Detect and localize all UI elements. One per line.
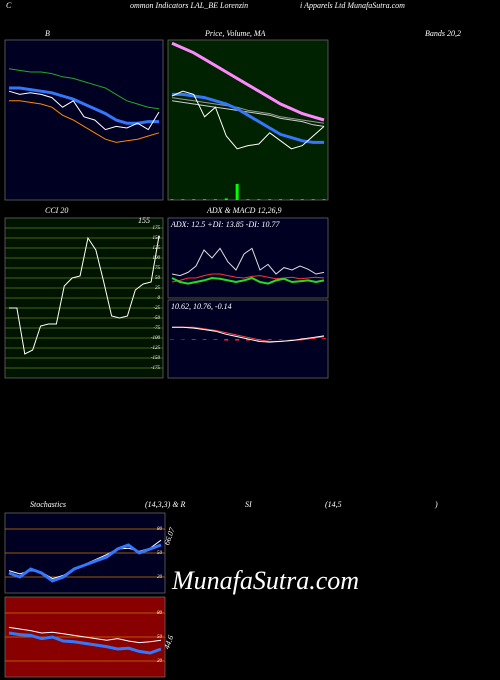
histogram-bar bbox=[180, 339, 185, 340]
volume-bar bbox=[322, 199, 326, 200]
volume-bar bbox=[300, 199, 304, 200]
y-tick-label: 50 bbox=[157, 551, 163, 556]
y-tick-label: 0 bbox=[158, 296, 161, 301]
histogram-bar bbox=[202, 339, 207, 340]
line bbox=[172, 326, 325, 343]
header: C bbox=[6, 1, 12, 10]
annotation: 44.6 bbox=[162, 634, 175, 650]
stoch-label: ) bbox=[434, 500, 438, 509]
y-tick-label: -100 bbox=[151, 336, 161, 341]
y-tick-label: -150 bbox=[151, 356, 161, 361]
line bbox=[8, 90, 160, 131]
line bbox=[171, 100, 325, 127]
volume-bar bbox=[181, 199, 185, 200]
bands-label: Bands 20,2 bbox=[425, 29, 461, 38]
y-tick-label: -25 bbox=[153, 306, 160, 311]
panel bbox=[4, 39, 164, 201]
volume-bar bbox=[203, 199, 207, 200]
volume-bar bbox=[246, 199, 250, 200]
line bbox=[172, 326, 325, 342]
y-tick-label: 75 bbox=[155, 266, 161, 271]
histogram-bar bbox=[289, 339, 294, 340]
volume-bar bbox=[213, 199, 217, 200]
panel-title: ADX & MACD 12,26,9 bbox=[206, 206, 281, 215]
histogram-bar bbox=[213, 339, 218, 340]
y-tick-label: 100 bbox=[153, 256, 161, 261]
volume-bar bbox=[170, 199, 174, 200]
line bbox=[171, 247, 325, 277]
y-tick-label: -125 bbox=[151, 346, 161, 351]
y-tick-label: -175 bbox=[151, 366, 161, 371]
line bbox=[8, 631, 162, 655]
y-tick-label: 20 bbox=[157, 659, 163, 664]
line bbox=[171, 273, 325, 283]
annotation: 155 bbox=[138, 216, 150, 225]
volume-bar bbox=[257, 199, 261, 200]
histogram-bar bbox=[267, 339, 272, 340]
y-tick-label: 50 bbox=[157, 635, 163, 640]
line bbox=[8, 68, 160, 110]
histogram-bar bbox=[170, 339, 174, 340]
stoch-label: Stochastics bbox=[30, 500, 66, 509]
panel-subtitle: 10.62, 10.76, -0.14 bbox=[171, 302, 232, 311]
line bbox=[171, 41, 325, 122]
volume-bar bbox=[192, 199, 196, 200]
volume-bar bbox=[235, 184, 239, 200]
line bbox=[172, 92, 324, 144]
line bbox=[171, 90, 325, 150]
line bbox=[9, 235, 160, 355]
histogram-bar bbox=[191, 339, 196, 340]
histogram-bar bbox=[224, 339, 229, 341]
header: i Apparels Ltd MunafaSutra.com bbox=[300, 1, 405, 10]
histogram-bar bbox=[278, 339, 283, 340]
volume-bar bbox=[268, 199, 272, 200]
y-tick-label: 50 bbox=[155, 276, 161, 281]
stoch-label: (14,5 bbox=[325, 500, 342, 509]
stoch-label: SI bbox=[245, 500, 252, 509]
histogram-bar bbox=[246, 339, 250, 341]
y-tick-label: -75 bbox=[153, 326, 160, 331]
line bbox=[8, 543, 162, 583]
panel-subtitle: ADX: 12.5 +DI: 13.85 -DI: 10.77 bbox=[170, 220, 280, 229]
line bbox=[8, 626, 162, 644]
panel-title: Price, Volume, MA bbox=[204, 29, 266, 38]
histogram-bar bbox=[322, 338, 326, 339]
line bbox=[171, 276, 325, 285]
line bbox=[9, 86, 159, 125]
volume-bar bbox=[289, 199, 293, 200]
y-tick-label: -50 bbox=[153, 316, 160, 321]
stoch-label: (14,3,3) & R bbox=[145, 500, 186, 509]
watermark: MunafaSutra.com bbox=[171, 566, 359, 595]
histogram-bar bbox=[235, 339, 240, 341]
y-tick-label: 20 bbox=[157, 575, 163, 580]
volume-bar bbox=[224, 198, 228, 200]
volume-bar bbox=[311, 199, 315, 200]
volume-bar bbox=[279, 199, 283, 200]
header: ommon Indicators LAL_BE Lorenzin bbox=[130, 1, 248, 10]
y-tick-label: 175 bbox=[153, 226, 161, 231]
panel bbox=[167, 217, 329, 299]
y-tick-label: 25 bbox=[155, 286, 161, 291]
panel-title: B bbox=[45, 29, 50, 38]
y-tick-label: 150 bbox=[153, 236, 161, 241]
y-tick-label: 80 bbox=[157, 611, 163, 616]
panel-title: CCI 20 bbox=[45, 206, 68, 215]
y-tick-label: 80 bbox=[157, 527, 163, 532]
line bbox=[9, 100, 160, 143]
